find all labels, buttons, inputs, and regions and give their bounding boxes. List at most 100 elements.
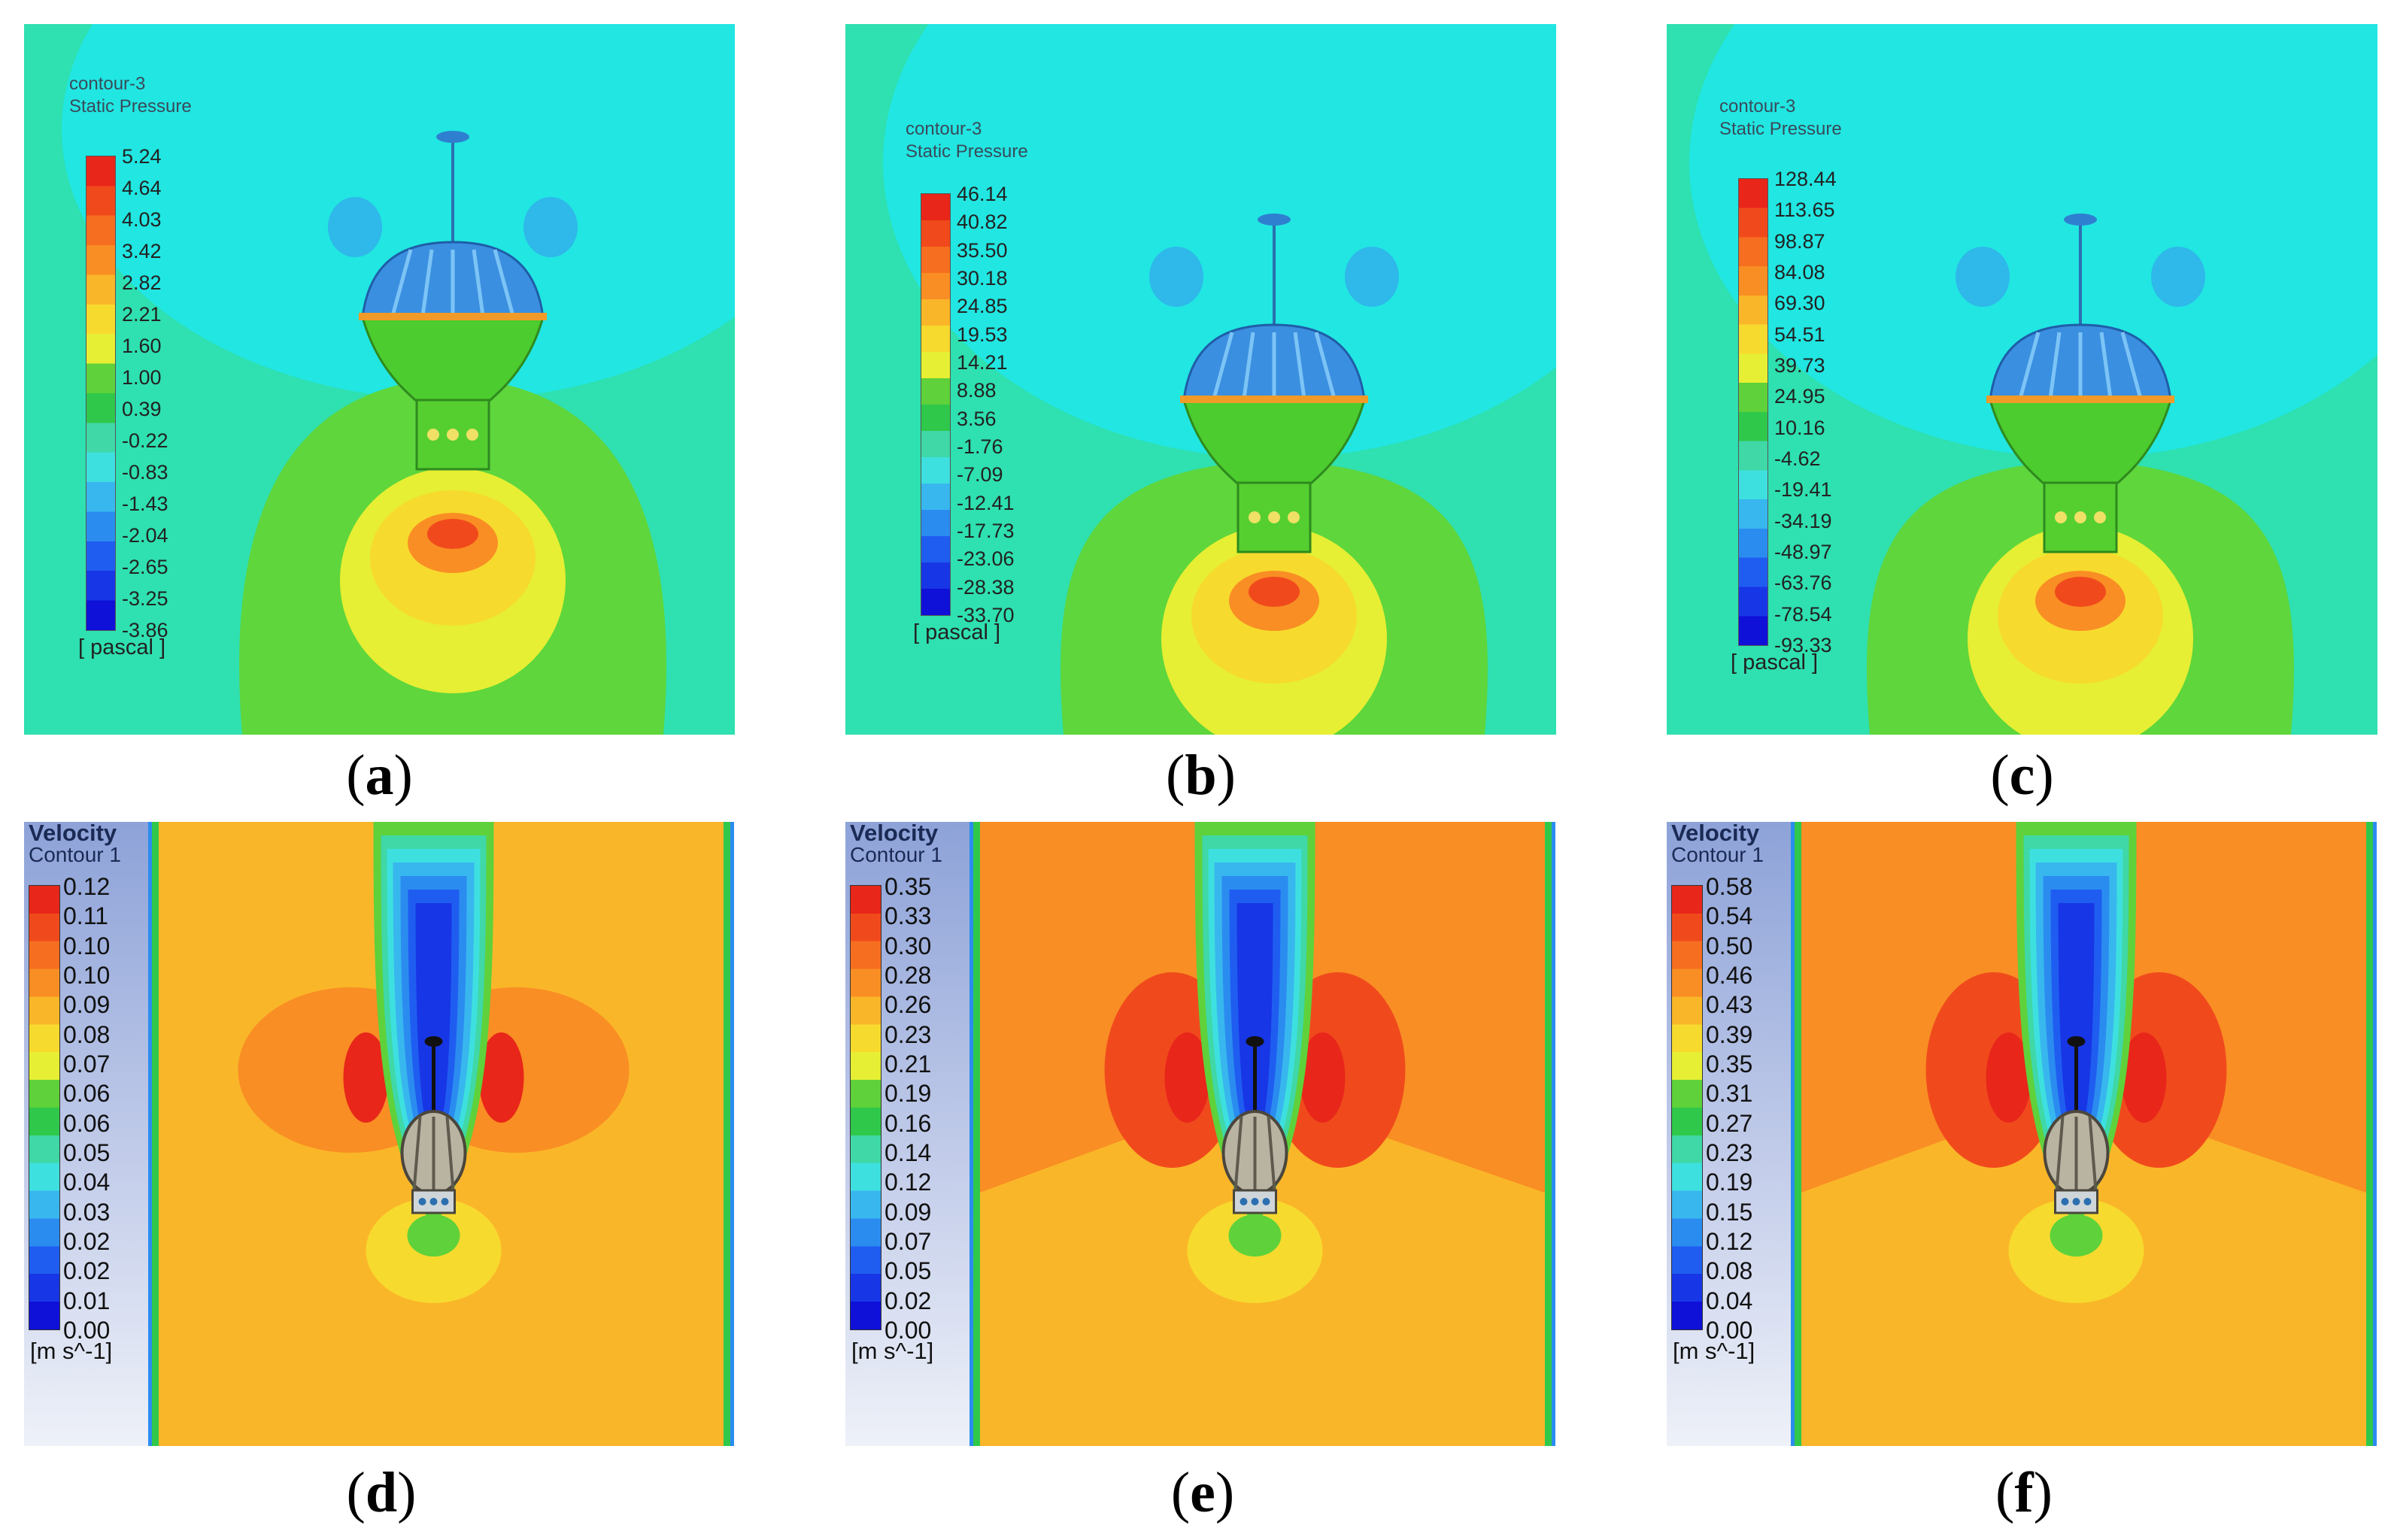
nozzle-hole: [2083, 1198, 2092, 1205]
left-wall-core: [148, 822, 152, 1446]
pressure-contour-plot: [24, 24, 735, 735]
legend-tick-label: 54.51: [1774, 323, 1825, 346]
device-rib: [1267, 1116, 1276, 1191]
caption-letter: c: [2009, 744, 2035, 807]
legend-tick-label: 0.30: [885, 932, 932, 959]
legend-title-line1: Velocity: [850, 822, 939, 846]
legend-tick-label: 0.08: [1706, 1257, 1753, 1285]
top-plate: [1258, 214, 1291, 226]
legend-tick-label: 69.30: [1774, 292, 1825, 315]
peak-velocity-left: [1164, 1032, 1210, 1123]
device-rib: [1233, 1116, 1243, 1191]
legend-tick-label: 0.08: [63, 1020, 111, 1048]
caption-letter: f: [2014, 1461, 2034, 1524]
legend-tick-label: 0.10: [63, 962, 111, 989]
legend-tick-label: 0.06: [63, 1109, 111, 1137]
legend-tick-label: 24.85: [957, 295, 1008, 318]
dome-rib: [2099, 332, 2113, 399]
legend-tick-label: 0.12: [885, 1169, 932, 1196]
legend-tick-label: 40.82: [957, 211, 1008, 234]
device-rib: [412, 1116, 422, 1191]
velocity-panel-d: Velocity Contour 1 0.12 0.11 0.10 0.10 0.09 0.0…: [24, 822, 739, 1446]
legend-tick-label: -7.09: [957, 463, 1003, 487]
dome-rib: [1242, 332, 1255, 399]
caption-letter: a: [365, 744, 394, 807]
legend-title-line1: contour-3: [69, 74, 146, 94]
legend-title: contour-3 Static Pressure: [69, 73, 192, 118]
legend-title-line1: contour-3: [1719, 96, 1796, 117]
device-rib: [445, 1116, 455, 1191]
legend-tick-label: 0.07: [885, 1228, 932, 1255]
legend-title-line2: Static Pressure: [1719, 119, 1842, 139]
legend-tick-label: 0.27: [1706, 1109, 1753, 1137]
legend-tick-label: 0.12: [1706, 1228, 1753, 1255]
legend-tick-label: 0.00: [885, 1317, 932, 1344]
nozzle-hole: [2072, 1198, 2080, 1205]
device-rim: [1180, 396, 1368, 403]
legend-tick-label: 35.50: [957, 238, 1008, 262]
legend-tick-label: -12.41: [957, 491, 1015, 514]
dome-rib: [1293, 332, 1306, 399]
legend-tick-label: 0.12: [63, 873, 111, 900]
legend-tick-label: 0.50: [1706, 932, 1753, 959]
color-legend-ticks: 128.44 113.65 98.87 84.08 69.30 54.51 39.73 24.…: [1774, 169, 1895, 656]
legend-tick-label: 0.26: [885, 991, 932, 1019]
low-pressure-vortex-right: [2151, 247, 2205, 307]
legend-tick-label: 0.00: [63, 1317, 111, 1344]
legend-tick-label: -1.76: [957, 435, 1003, 458]
dome-rib: [2018, 332, 2041, 399]
legend-tick-label: 0.03: [63, 1198, 111, 1226]
pressure-panel-b: contour-3 Static Pressure 46.14 40.82 35.50 3…: [845, 24, 1556, 735]
legend-tick-label: 2.21: [122, 303, 162, 326]
legend-tick-label: 0.04: [63, 1169, 111, 1196]
legend-tick-label: -17.73: [957, 520, 1015, 542]
legend-tick-label: 1.00: [122, 366, 162, 389]
pressure-panel-a: contour-3 Static Pressure 5.24 4.64 4.03 3.42…: [24, 24, 735, 735]
velocity-contour-plot: [148, 822, 734, 1446]
stagnation-core: [2050, 1214, 2103, 1257]
legend-tick-label: 0.19: [1706, 1169, 1753, 1196]
low-pressure-vortex-right: [1345, 247, 1399, 307]
legend-title: Velocity Contour 1: [850, 822, 942, 865]
stagnation-core: [1228, 1214, 1282, 1257]
dome-rib: [420, 249, 434, 317]
legend-tick-label: 0.14: [885, 1139, 932, 1166]
device-rim: [1986, 396, 2174, 403]
legend-title-line1: Velocity: [29, 822, 117, 846]
caption-e: (e): [1170, 1461, 1235, 1524]
legend-tick-label: 98.87: [1774, 229, 1825, 253]
legend-tick-label: 113.65: [1774, 199, 1835, 222]
stagnation-zone-core: [427, 519, 478, 549]
dome-rib: [2048, 332, 2062, 399]
legend-tick-label: 0.39: [122, 398, 162, 420]
color-legend-ticks: 0.35 0.33 0.30 0.28 0.26 0.23 0.21 0.19 0.16 0.14…: [885, 875, 967, 1342]
right-wall-core: [730, 822, 734, 1446]
peak-velocity-right: [478, 1032, 524, 1123]
legend-tick-label: 0.06: [63, 1080, 111, 1108]
legend-tick-label: 0.02: [885, 1287, 932, 1314]
velocity-contour-plot: [1791, 822, 2377, 1446]
nozzle-hole: [441, 1198, 449, 1205]
legend-tick-label: 0.28: [885, 962, 932, 989]
legend-title: contour-3 Static Pressure: [906, 118, 1028, 163]
legend-unit: [ pascal ]: [913, 620, 1001, 644]
color-legend-bar: [1671, 885, 1703, 1330]
dome-rib: [472, 249, 485, 317]
top-plate: [2064, 214, 2097, 226]
device-rim: [359, 313, 547, 320]
caption-f: (f): [1995, 1461, 2053, 1524]
nozzle-hole: [427, 429, 439, 441]
legend-tick-label: -1.43: [122, 493, 168, 515]
nozzle-hole: [1249, 511, 1261, 523]
peak-velocity-right: [1300, 1032, 1346, 1123]
legend-tick-label: -48.97: [1774, 541, 1832, 563]
legend-unit: [ pascal ]: [78, 635, 166, 659]
legend-tick-label: -33.70: [957, 604, 1015, 626]
legend-tick-label: 0.05: [885, 1257, 932, 1285]
pressure-contour-plot: [1667, 24, 2377, 735]
low-pressure-vortex-right: [523, 197, 578, 257]
legend-tick-label: 8.88: [957, 379, 997, 402]
legend-tick-label: 0.23: [1706, 1139, 1753, 1166]
velocity-panel-f: Velocity Contour 1 0.58 0.54 0.50 0.46 0.43 0.3…: [1667, 822, 2381, 1446]
low-pressure-vortex-left: [1956, 247, 2010, 307]
